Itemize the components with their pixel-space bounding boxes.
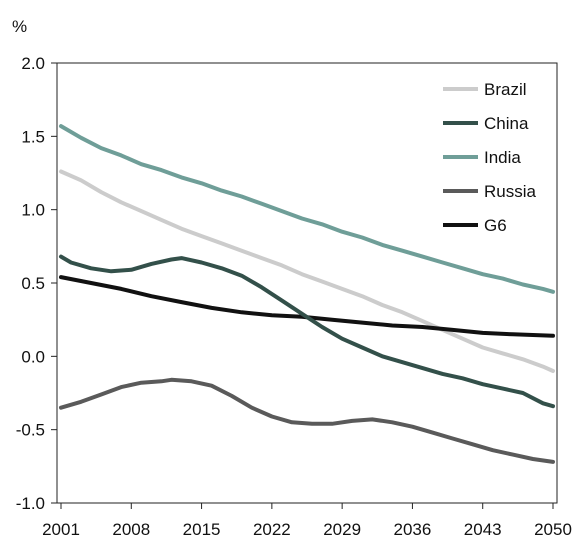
legend-label-g6: G6 (484, 216, 507, 235)
series-layer (59, 124, 555, 464)
y-axis-unit-label: % (12, 17, 27, 36)
y-tick-label: -1.0 (16, 494, 45, 513)
series-line-china (59, 254, 555, 409)
legend-label-china: China (484, 114, 529, 133)
y-tick-label: 1.5 (21, 127, 45, 146)
series-line-g6 (59, 275, 555, 338)
x-tick-label: 2050 (534, 520, 572, 539)
legend-label-brazil: Brazil (484, 80, 527, 99)
legend-label-india: India (484, 148, 521, 167)
y-tick-label: 1.0 (21, 201, 45, 220)
x-tick-label: 2022 (253, 520, 291, 539)
axes: 2.0 1.5 1.0 0.5 0.0 -0.5 -1.0 2001 2008 2015 2022 2… (16, 54, 572, 539)
series-line-brazil (59, 169, 555, 373)
x-tick-label: 2015 (183, 520, 221, 539)
legend-label-russia: Russia (484, 182, 537, 201)
x-tick-label: 2001 (42, 520, 80, 539)
plot-area-frame (56, 62, 558, 504)
series-line-india (59, 124, 555, 294)
x-tick-label: 2008 (112, 520, 150, 539)
y-tick-label: 0.0 (21, 347, 45, 366)
y-tick-label: -0.5 (16, 421, 45, 440)
series-line-russia (59, 377, 555, 464)
y-tick-label: 0.5 (21, 274, 45, 293)
x-tick-label: 2036 (394, 520, 432, 539)
x-tick-label: 2029 (323, 520, 361, 539)
legend: Brazil China India Russia G6 (443, 80, 537, 235)
x-tick-label: 2043 (464, 520, 502, 539)
y-tick-label: 2.0 (21, 54, 45, 73)
